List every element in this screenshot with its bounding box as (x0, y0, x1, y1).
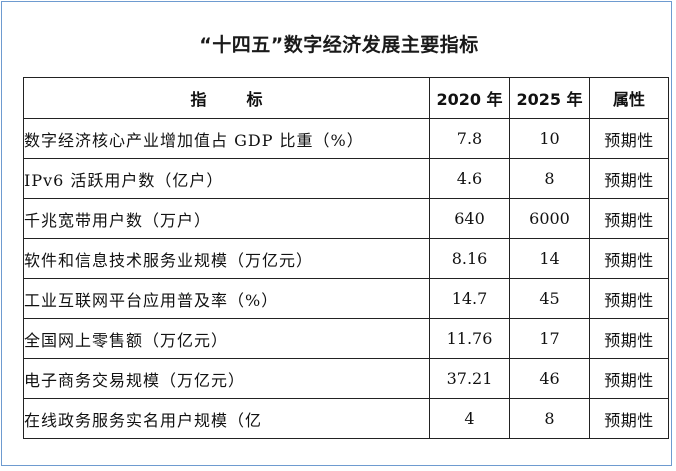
table-row: 工业互联网平台应用普及率（%） 14.7 45 预期性 (23, 278, 669, 319)
table-row: 电子商务交易规模（万亿元） 37.21 46 预期性 (23, 358, 669, 399)
attribute-cell: 预期性 (589, 278, 669, 319)
indicators-table: 指标 2020 年 2025 年 属性 数字经济核心产业增加值占 GDP 比重（… (23, 77, 669, 439)
value-2025: 17 (509, 318, 590, 359)
value-2020: 7.8 (429, 118, 510, 159)
value-2020: 14.7 (429, 278, 510, 319)
value-2020: 8.16 (429, 238, 510, 279)
value-2020: 4.6 (429, 158, 510, 199)
attribute-cell: 预期性 (589, 238, 669, 279)
table-row: 软件和信息技术服务业规模（万亿元） 8.16 14 预期性 (23, 238, 669, 279)
value-2020: 37.21 (429, 358, 510, 399)
attribute-cell: 预期性 (589, 198, 669, 239)
header-attribute: 属性 (589, 77, 669, 119)
indicator-name: IPv6 活跃用户数（亿户） (23, 158, 430, 199)
attribute-cell: 预期性 (589, 318, 669, 359)
value-2025: 8 (509, 398, 590, 439)
header-indicator: 指标 (23, 77, 430, 119)
indicator-name: 电子商务交易规模（万亿元） (23, 358, 430, 399)
value-2020: 640 (429, 198, 510, 239)
document-frame: “十四五”数字经济发展主要指标 指标 2020 年 2025 年 属性 数字经济… (1, 1, 672, 466)
attribute-cell: 预期性 (589, 118, 669, 159)
page-title: “十四五”数字经济发展主要指标 (199, 34, 479, 56)
value-2025: 14 (509, 238, 590, 279)
value-2020: 11.76 (429, 318, 510, 359)
value-2025: 46 (509, 358, 590, 399)
indicator-name: 软件和信息技术服务业规模（万亿元） (23, 238, 430, 279)
indicator-name: 工业互联网平台应用普及率（%） (23, 278, 430, 319)
table-row: 在线政务服务实名用户规模（亿 4 8 预期性 (23, 398, 669, 439)
value-2025: 10 (509, 118, 590, 159)
value-2025: 6000 (509, 198, 590, 239)
header-year-2025: 2025 年 (509, 77, 590, 119)
indicator-name: 数字经济核心产业增加值占 GDP 比重（%） (23, 118, 430, 159)
table-header-row: 指标 2020 年 2025 年 属性 (23, 77, 669, 119)
header-year-2020: 2020 年 (429, 77, 510, 119)
attribute-cell: 预期性 (589, 358, 669, 399)
attribute-cell: 预期性 (589, 158, 669, 199)
header-indicator-part1: 指 (190, 90, 207, 109)
indicator-name: 全国网上零售额（万亿元） (23, 318, 430, 359)
indicator-name: 在线政务服务实名用户规模（亿 (23, 398, 430, 439)
table-row: IPv6 活跃用户数（亿户） 4.6 8 预期性 (23, 158, 669, 199)
table-row: 千兆宽带用户数（万户） 640 6000 预期性 (23, 198, 669, 239)
indicator-name: 千兆宽带用户数（万户） (23, 198, 430, 239)
value-2025: 8 (509, 158, 590, 199)
attribute-cell: 预期性 (589, 398, 669, 439)
value-2020: 4 (429, 398, 510, 439)
table-row: 数字经济核心产业增加值占 GDP 比重（%） 7.8 10 预期性 (23, 118, 669, 159)
value-2025: 45 (509, 278, 590, 319)
header-indicator-part2: 标 (246, 90, 263, 109)
table-row: 全国网上零售额（万亿元） 11.76 17 预期性 (23, 318, 669, 359)
